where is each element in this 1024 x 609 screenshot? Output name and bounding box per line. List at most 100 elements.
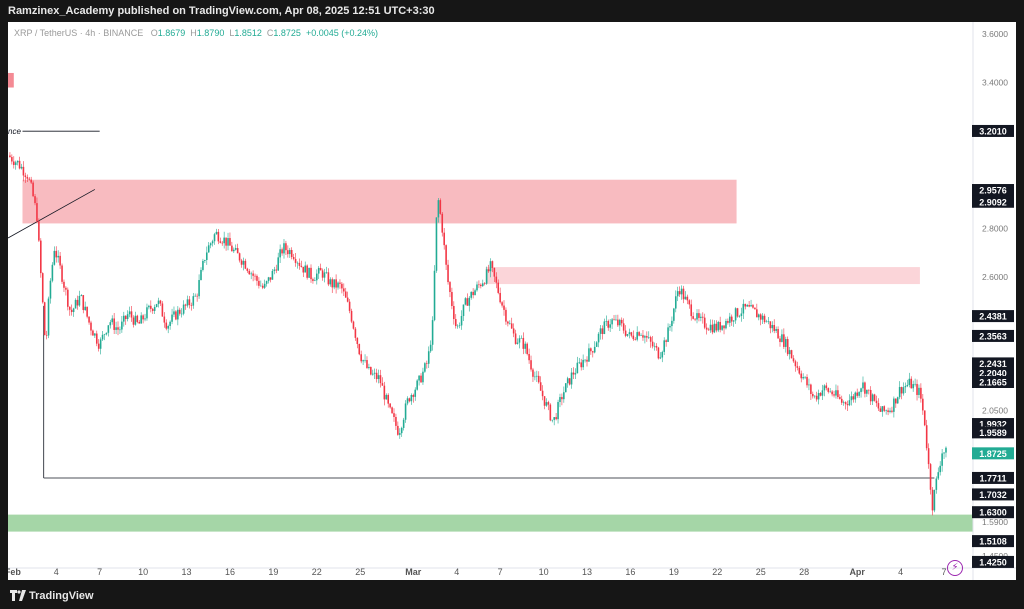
candle-body-424 [827, 388, 830, 392]
price-label-box-15 [972, 555, 1014, 568]
candle-body-462 [900, 387, 903, 394]
candle-body-127 [254, 275, 256, 277]
candle-body-245 [481, 283, 484, 287]
candle-body-274 [537, 375, 540, 383]
candle-body-282 [553, 417, 555, 420]
close-value: 1.8725 [273, 28, 301, 38]
y-tick-label-3: 2.6000 [982, 272, 1008, 282]
candle-body-297 [582, 359, 584, 368]
candle-body-362 [707, 329, 710, 331]
candle-body-63 [130, 311, 133, 318]
candle-body-26 [59, 255, 61, 266]
candle-body-91 [184, 304, 187, 306]
candle-body-32 [70, 309, 73, 313]
candle-body-458 [893, 398, 895, 412]
candle-body-379 [740, 313, 743, 316]
candle-body-135 [269, 277, 272, 280]
candle-body-229 [451, 292, 453, 307]
candle-body-427 [833, 394, 835, 396]
price-label-2: 2.9092 [979, 197, 1007, 207]
candle-body-69 [142, 315, 144, 320]
candle-body-428 [835, 390, 837, 396]
candle-body-260 [510, 323, 513, 329]
candle-body-11 [30, 179, 32, 183]
candle-body-332 [649, 337, 652, 342]
candle-body-233 [458, 325, 461, 327]
candle-body-406 [792, 358, 795, 362]
candle-body-37 [80, 295, 83, 296]
candle-body-239 [470, 291, 472, 298]
price-chart[interactable]: nce3.60003.40002.80002.60002.05001.59001… [8, 22, 1016, 580]
lightning-icon[interactable]: ⚡ [947, 560, 963, 576]
candle-body-342 [669, 326, 671, 328]
candle-body-309 [605, 321, 608, 322]
candle-body-345 [674, 296, 677, 309]
candle-body-338 [661, 351, 664, 358]
candle-body-146 [290, 249, 293, 258]
footer: TradingView [0, 583, 1024, 609]
candle-body-377 [736, 308, 739, 317]
chart-panel[interactable]: nce 3.6000 3.4000 2.8000 2.6000 2.0500 1.5900 1… [8, 22, 1016, 580]
candle-body-131 [261, 285, 264, 288]
candle-body-360 [703, 317, 706, 328]
candle-body-7 [22, 166, 25, 176]
candle-body-461 [898, 387, 901, 398]
candle-body-266 [522, 337, 525, 349]
candle-body-444 [866, 389, 868, 394]
candle-body-279 [547, 402, 550, 405]
candle-body-237 [466, 298, 469, 306]
candle-body-61 [126, 314, 129, 320]
candle-body-467 [910, 378, 913, 389]
candle-body-154 [306, 265, 308, 278]
candle-body-36 [78, 295, 81, 306]
candle-body-287 [563, 392, 565, 400]
candle-body-64 [132, 317, 135, 325]
candle-body-5 [18, 160, 21, 169]
candle-body-198 [391, 407, 393, 414]
price-label-12: 1.7032 [979, 490, 1007, 500]
candle-body-328 [642, 335, 644, 338]
candle-body-350 [684, 296, 687, 300]
candle-body-340 [665, 340, 667, 342]
candle-body-449 [875, 400, 878, 404]
x-tick-label-7: 22 [312, 567, 322, 577]
candle-body-53 [111, 318, 114, 323]
candle-body-85 [173, 311, 175, 315]
candle-body-369 [721, 325, 723, 330]
candle-body-98 [198, 280, 200, 297]
candle-body-30 [67, 289, 69, 307]
candle-body-118 [236, 248, 239, 254]
candle-body-322 [630, 332, 633, 336]
candle-body-162 [321, 270, 324, 278]
candle-body-264 [518, 338, 521, 343]
candle-body-216 [426, 363, 428, 364]
candle-body-407 [794, 361, 797, 367]
price-label-14: 1.5108 [979, 537, 1007, 547]
low-value: 1.8512 [234, 28, 262, 38]
candle-body-384 [750, 305, 752, 307]
candle-body-440 [858, 392, 860, 396]
candle-body-472 [920, 387, 922, 399]
candle-body-95 [192, 296, 195, 306]
candle-body-238 [468, 297, 471, 306]
candle-body-222 [437, 200, 440, 218]
candle-body-149 [296, 262, 299, 264]
candle-body-139 [277, 257, 279, 271]
candle-body-148 [294, 258, 297, 263]
candle-body-470 [916, 383, 918, 395]
candle-body-44 [94, 333, 96, 336]
candle-body-351 [686, 296, 689, 301]
candle-body-82 [167, 326, 169, 329]
candle-body-432 [842, 402, 845, 403]
candle-body-445 [867, 389, 870, 391]
x-tick-label-9: Mar [405, 567, 422, 577]
candle-body-438 [854, 392, 857, 400]
candle-body-150 [298, 262, 301, 266]
candle-body-247 [485, 269, 488, 284]
candle-body-281 [551, 419, 554, 421]
price-label-15: 1.4250 [979, 557, 1007, 567]
candle-body-16 [40, 240, 42, 274]
candle-body-54 [113, 318, 115, 330]
candle-body-387 [756, 309, 758, 318]
y-tick-label-5: 1.5900 [982, 517, 1008, 527]
